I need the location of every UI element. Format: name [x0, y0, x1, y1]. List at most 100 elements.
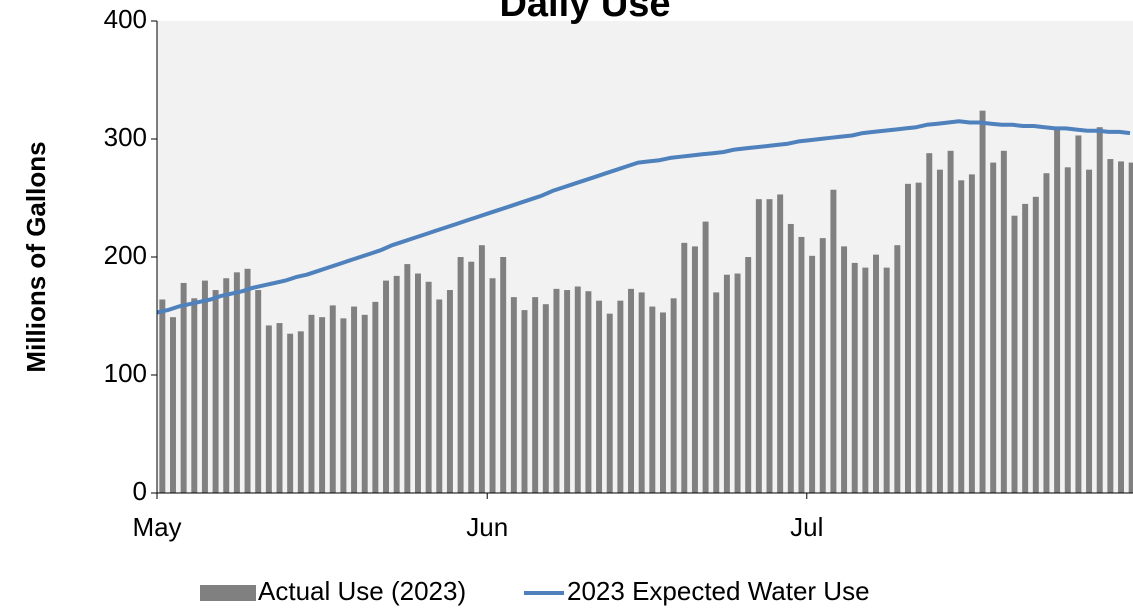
- y-tick-label: 300: [104, 122, 147, 152]
- bar: [532, 297, 539, 493]
- bar: [1075, 135, 1082, 493]
- y-axis-label: Millions of Gallons: [21, 141, 51, 372]
- y-tick-label: 0: [133, 476, 147, 506]
- bar: [809, 255, 816, 493]
- bar: [713, 292, 720, 493]
- bar: [574, 286, 581, 493]
- bar: [159, 299, 166, 493]
- bar: [745, 257, 752, 493]
- bar: [489, 278, 496, 493]
- bar: [425, 281, 432, 493]
- x-tick-label: Jul: [790, 512, 823, 542]
- bar: [659, 312, 666, 493]
- bar: [329, 305, 336, 493]
- bar: [585, 291, 592, 493]
- bar: [510, 297, 517, 493]
- legend-swatch: [200, 585, 256, 601]
- bar: [223, 278, 230, 493]
- bar: [628, 288, 635, 493]
- bar: [1043, 173, 1050, 493]
- bar: [542, 304, 549, 493]
- bar: [169, 317, 176, 493]
- bar: [287, 333, 294, 493]
- bar: [734, 273, 741, 493]
- bar: [212, 290, 219, 493]
- bar: [201, 280, 208, 493]
- bar: [1118, 161, 1125, 494]
- bar: [596, 300, 603, 493]
- bar: [393, 275, 400, 493]
- bar: [276, 323, 283, 493]
- bar: [340, 318, 347, 493]
- bar: [180, 282, 187, 493]
- legend-label: Actual Use (2023): [258, 576, 466, 606]
- bar: [308, 314, 315, 493]
- bar: [681, 242, 688, 493]
- bar: [936, 169, 943, 493]
- bar: [755, 199, 762, 493]
- bar: [468, 261, 475, 493]
- bar: [606, 313, 613, 493]
- bar: [968, 174, 975, 493]
- bar: [1032, 196, 1039, 493]
- bar: [979, 110, 986, 494]
- bar: [297, 331, 304, 493]
- bar: [372, 301, 379, 493]
- legend-label: 2023 Expected Water Use: [567, 576, 870, 606]
- bar: [841, 246, 848, 493]
- bar: [691, 246, 698, 493]
- bar: [830, 189, 837, 494]
- bar: [500, 257, 507, 493]
- bar: [1011, 215, 1018, 493]
- line: [156, 119, 1131, 315]
- bar: [851, 262, 858, 493]
- y-tick-label: 400: [104, 4, 147, 34]
- bar: [819, 238, 826, 493]
- bar: [947, 150, 954, 494]
- bar: [521, 310, 528, 493]
- bar: [436, 299, 443, 493]
- bar: [894, 245, 901, 493]
- bar: [1128, 162, 1133, 493]
- bar: [1096, 127, 1103, 493]
- bar: [478, 245, 485, 493]
- bar: [617, 300, 624, 493]
- bar: [787, 223, 794, 493]
- bar: [265, 325, 272, 493]
- bar: [638, 292, 645, 493]
- bar: [926, 153, 933, 493]
- bar: [553, 288, 560, 493]
- bar: [191, 298, 198, 493]
- bar: [958, 180, 965, 494]
- bar: [990, 162, 997, 493]
- bar: [649, 306, 656, 493]
- bar: [233, 272, 240, 493]
- bar: [723, 274, 730, 493]
- bar: [1054, 127, 1061, 493]
- bar: [564, 290, 571, 493]
- bar: [798, 236, 805, 493]
- bar: [255, 290, 262, 493]
- y-tick-label: 200: [104, 240, 147, 270]
- bar: [1022, 203, 1029, 493]
- bar: [670, 298, 677, 493]
- bar: [351, 306, 358, 493]
- bar: [1107, 159, 1114, 493]
- bar: [1086, 169, 1093, 493]
- bar: [361, 314, 368, 493]
- bar: [414, 273, 421, 493]
- bar: [244, 268, 251, 493]
- bar: [457, 257, 464, 493]
- bar: [873, 254, 880, 493]
- bar: [702, 221, 709, 493]
- x-tick-label: May: [132, 512, 181, 542]
- bar: [883, 267, 890, 493]
- bar: [319, 317, 326, 493]
- bar: [915, 182, 922, 493]
- chart-title: Daily Use: [499, 0, 670, 25]
- bar: [446, 290, 453, 493]
- bar: [1064, 167, 1071, 493]
- bar: [383, 280, 390, 493]
- bar: [862, 267, 869, 493]
